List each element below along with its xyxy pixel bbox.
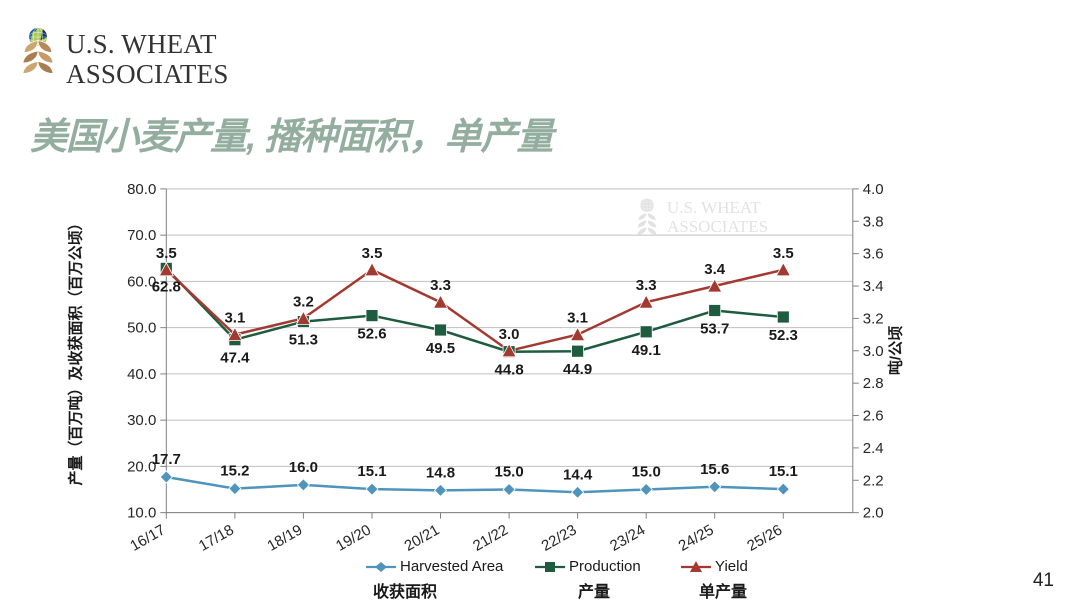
- svg-text:2.0: 2.0: [863, 505, 884, 522]
- svg-text:3.1: 3.1: [567, 310, 588, 327]
- svg-text:14.8: 14.8: [426, 464, 455, 481]
- svg-text:15.6: 15.6: [700, 461, 729, 478]
- svg-text:18/19: 18/19: [264, 521, 305, 554]
- svg-text:15.2: 15.2: [220, 463, 249, 480]
- svg-text:17.7: 17.7: [152, 451, 181, 468]
- svg-text:53.7: 53.7: [700, 321, 729, 338]
- svg-text:3.2: 3.2: [863, 310, 884, 327]
- svg-text:2.4: 2.4: [863, 440, 884, 457]
- svg-text:14.4: 14.4: [563, 466, 593, 483]
- svg-text:3.2: 3.2: [293, 293, 314, 310]
- svg-text:2.6: 2.6: [863, 408, 884, 425]
- svg-text:3.3: 3.3: [430, 277, 451, 294]
- svg-text:15.1: 15.1: [357, 463, 386, 480]
- svg-text:10.0: 10.0: [127, 505, 156, 522]
- svg-text:19/20: 19/20: [333, 521, 374, 554]
- svg-text:3.0: 3.0: [863, 343, 884, 360]
- svg-text:50.0: 50.0: [127, 320, 156, 337]
- svg-text:52.6: 52.6: [357, 326, 386, 343]
- svg-text:2.2: 2.2: [863, 472, 884, 489]
- svg-text:3.8: 3.8: [863, 213, 884, 230]
- svg-text:15.1: 15.1: [769, 463, 798, 480]
- svg-text:44.9: 44.9: [563, 361, 592, 378]
- svg-text:3.1: 3.1: [224, 310, 245, 327]
- svg-text:3.4: 3.4: [704, 261, 726, 278]
- svg-text:21/22: 21/22: [470, 521, 511, 554]
- svg-text:3.0: 3.0: [499, 326, 520, 343]
- svg-text:52.3: 52.3: [769, 327, 798, 344]
- svg-text:70.0: 70.0: [127, 227, 156, 244]
- svg-text:20/21: 20/21: [401, 521, 442, 554]
- svg-text:30.0: 30.0: [127, 412, 156, 429]
- svg-text:24/25: 24/25: [676, 521, 717, 554]
- svg-text:4.0: 4.0: [863, 181, 884, 198]
- svg-text:2.8: 2.8: [863, 375, 884, 392]
- svg-text:17/18: 17/18: [196, 521, 237, 554]
- svg-text:80.0: 80.0: [127, 181, 156, 198]
- svg-text:3.6: 3.6: [863, 246, 884, 263]
- svg-text:47.4: 47.4: [220, 350, 250, 367]
- svg-text:16/17: 16/17: [127, 521, 168, 554]
- svg-text:3.5: 3.5: [362, 245, 383, 262]
- svg-text:15.0: 15.0: [494, 464, 523, 481]
- svg-text:62.8: 62.8: [152, 278, 181, 295]
- svg-text:3.5: 3.5: [773, 245, 794, 262]
- svg-text:3.5: 3.5: [156, 245, 177, 262]
- svg-text:51.3: 51.3: [289, 332, 318, 349]
- svg-text:23/24: 23/24: [607, 521, 648, 554]
- svg-text:3.4: 3.4: [863, 278, 884, 295]
- svg-text:15.0: 15.0: [632, 464, 661, 481]
- svg-text:25/26: 25/26: [744, 521, 785, 554]
- svg-text:22/23: 22/23: [539, 521, 580, 554]
- svg-text:16.0: 16.0: [289, 459, 318, 476]
- svg-text:44.8: 44.8: [494, 362, 523, 379]
- svg-text:3.3: 3.3: [636, 277, 657, 294]
- svg-text:49.5: 49.5: [426, 340, 455, 357]
- svg-text:49.1: 49.1: [632, 342, 661, 359]
- svg-text:40.0: 40.0: [127, 366, 156, 383]
